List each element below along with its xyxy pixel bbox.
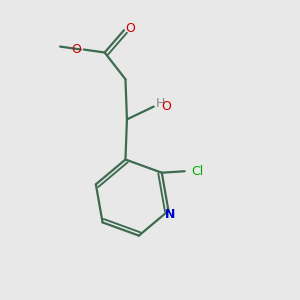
- Text: N: N: [165, 208, 175, 221]
- Text: O: O: [71, 43, 81, 56]
- Text: O: O: [125, 22, 135, 35]
- Text: H: H: [156, 97, 165, 110]
- Text: Cl: Cl: [191, 165, 204, 178]
- Text: O: O: [162, 100, 172, 112]
